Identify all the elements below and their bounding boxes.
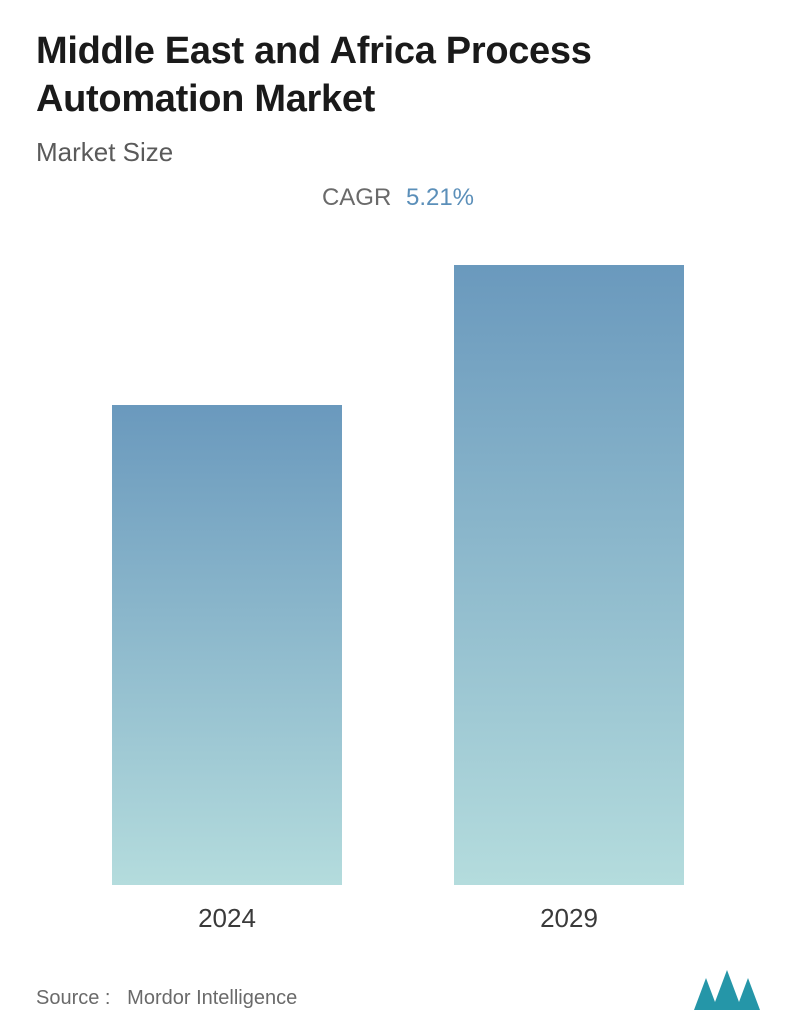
cagr-row: CAGR 5.21% — [36, 184, 760, 212]
source-name: Mordor Intelligence — [127, 987, 297, 1009]
bar-1 — [454, 265, 684, 885]
cagr-label: CAGR — [322, 184, 391, 211]
chart-subtitle: Market Size — [36, 137, 760, 168]
bar-group-0: 2024 — [73, 405, 381, 934]
source-prefix: Source : — [36, 987, 110, 1009]
cagr-value: 5.21% — [406, 184, 474, 211]
bar-chart-area: 2024 2029 — [36, 236, 760, 934]
bar-0 — [112, 405, 342, 885]
brand-logo-icon — [694, 970, 760, 1010]
bar-group-1: 2029 — [415, 265, 723, 934]
chart-container: Middle East and Africa Process Automatio… — [0, 0, 796, 1034]
source-text: Source : Mordor Intelligence — [36, 987, 297, 1010]
x-label-1: 2029 — [540, 903, 598, 934]
mordor-logo-svg — [694, 970, 760, 1010]
chart-title: Middle East and Africa Process Automatio… — [36, 28, 760, 123]
x-label-0: 2024 — [198, 903, 256, 934]
chart-footer: Source : Mordor Intelligence — [36, 962, 760, 1010]
